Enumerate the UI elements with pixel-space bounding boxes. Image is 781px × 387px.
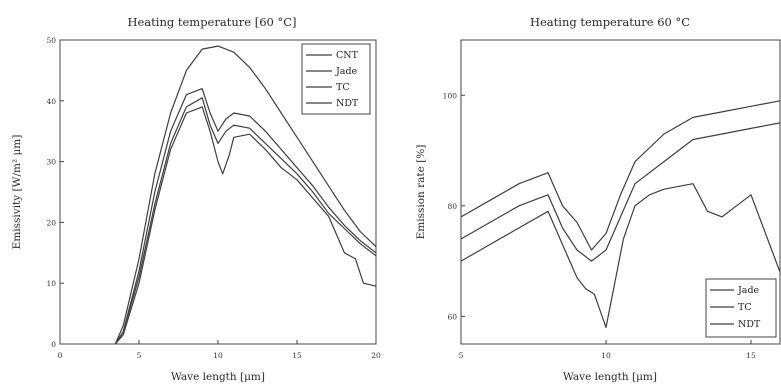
chart-left-ticks: 0 5 10 15 20 0 10 20 30 40 50 xyxy=(46,36,381,360)
legend-label-ndt: NDT xyxy=(336,98,359,109)
chart-left-x-tick-label: 15 xyxy=(292,351,302,360)
legend-label-tc: TC xyxy=(738,302,752,313)
chart-left-y-tick-label: 40 xyxy=(46,97,56,106)
chart-left-y-tick-label: 50 xyxy=(46,36,56,45)
chart-right-x-tick-label: 15 xyxy=(746,351,756,360)
chart-left-x-tick-label: 20 xyxy=(371,351,381,360)
chart-right-y-axis-label: Emission rate [%] xyxy=(415,145,427,240)
chart-left-x-tick-label: 0 xyxy=(58,351,63,360)
chart-left-x-axis-label: Wave length [μm] xyxy=(171,371,265,383)
chart-left-legend-box xyxy=(301,43,371,115)
series-line-cnt xyxy=(114,45,377,345)
series-line-tc xyxy=(114,97,377,345)
chart-left-y-tick-label: 30 xyxy=(46,158,56,167)
chart-left: Heating temperature [60 °C] 0 5 10 15 20 0 10 2… xyxy=(11,15,381,383)
chart-right: Heating temperature 60 °C 5 10 15 60 80 100 J… xyxy=(415,15,781,383)
legend-label-cnt: CNT xyxy=(336,50,359,61)
chart-left-series xyxy=(114,45,377,345)
series-line-tc xyxy=(460,122,781,262)
chart-right-title: Heating temperature 60 °C xyxy=(530,15,690,29)
chart-left-y-axis-label: Emissivity [W/m² μm] xyxy=(11,135,23,250)
chart-left-title: Heating temperature [60 °C] xyxy=(127,15,296,29)
chart-right-x-axis-label: Wave length [μm] xyxy=(563,371,657,383)
chart-right-series xyxy=(460,100,781,328)
chart-right-y-tick-label: 60 xyxy=(447,312,457,321)
chart-left-x-tick-label: 5 xyxy=(137,351,142,360)
chart-left-x-tick-label: 10 xyxy=(213,351,223,360)
legend-label-tc: TC xyxy=(336,82,350,93)
series-line-ndt xyxy=(114,106,377,345)
chart-right-legend-box xyxy=(705,278,777,338)
chart-left-y-tick-label: 10 xyxy=(46,279,56,288)
chart-right-ticks: 5 10 15 60 80 100 xyxy=(443,91,756,360)
series-line-jade xyxy=(460,100,781,251)
chart-right-y-tick-label: 100 xyxy=(443,91,458,100)
chart-left-y-tick-label: 0 xyxy=(51,340,56,349)
series-line-jade xyxy=(114,87,377,345)
chart-right-x-tick-label: 10 xyxy=(601,351,611,360)
series-line-ndt xyxy=(460,183,781,328)
chart-right-y-tick-label: 80 xyxy=(447,202,457,211)
chart-right-x-tick-label: 5 xyxy=(459,351,464,360)
legend-label-ndt: NDT xyxy=(738,319,761,330)
chart-right-legend: Jade TC NDT xyxy=(705,278,777,338)
legend-label-jade: Jade xyxy=(737,285,760,296)
legend-label-jade: Jade xyxy=(335,66,358,77)
chart-left-y-tick-label: 20 xyxy=(46,218,56,227)
chart-left-legend: CNT Jade TC NDT xyxy=(301,43,371,115)
